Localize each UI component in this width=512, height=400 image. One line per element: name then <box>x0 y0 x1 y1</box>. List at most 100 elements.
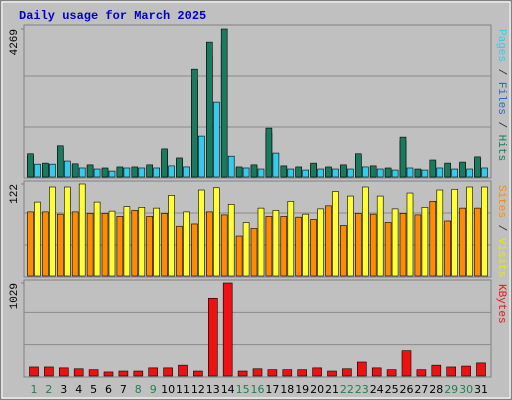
bar <box>325 205 332 277</box>
bar <box>421 169 429 178</box>
bar <box>71 163 79 178</box>
bar <box>252 368 263 377</box>
bar <box>193 370 203 377</box>
x-tick-label: 6 <box>105 383 112 396</box>
bar <box>451 188 459 277</box>
bar <box>436 189 444 277</box>
x-tick-label: 26 <box>400 383 414 396</box>
bar <box>146 216 153 277</box>
bar <box>71 211 79 277</box>
bar <box>101 167 109 178</box>
bar <box>86 164 94 178</box>
bar <box>347 168 354 178</box>
x-tick-label: 21 <box>325 383 339 396</box>
bar <box>401 350 412 377</box>
bar <box>295 166 303 178</box>
legend-entry: KBytes <box>495 284 507 324</box>
bar <box>414 214 422 277</box>
bar <box>108 170 116 178</box>
bar <box>123 206 131 277</box>
x-tick-label: 22 <box>340 383 354 396</box>
bar <box>347 195 354 277</box>
legend: Pages / Files / Hits <box>495 29 507 161</box>
bar <box>376 168 384 178</box>
bar <box>49 163 56 178</box>
bar <box>178 364 188 377</box>
bar <box>429 159 437 178</box>
bar <box>198 189 205 277</box>
x-tick-label: 31 <box>474 383 488 396</box>
bar <box>176 157 183 178</box>
bar <box>272 210 280 277</box>
bar <box>34 163 41 178</box>
bar <box>257 207 265 277</box>
bar <box>64 186 71 277</box>
bar <box>361 166 369 178</box>
bar <box>342 368 352 377</box>
bar <box>391 169 399 178</box>
bar <box>133 370 144 377</box>
bar <box>476 362 486 377</box>
bar <box>474 207 481 277</box>
bar <box>161 148 168 178</box>
bar <box>146 164 153 178</box>
bar <box>148 367 158 377</box>
bar <box>317 208 324 277</box>
bar <box>287 168 295 178</box>
bar <box>451 168 459 178</box>
legend-entry: Pages <box>495 29 507 62</box>
bar <box>235 235 243 277</box>
bar <box>257 168 265 178</box>
bar <box>237 370 248 377</box>
bar <box>78 167 86 178</box>
x-tick-label: 10 <box>161 383 175 396</box>
bar <box>444 220 452 277</box>
x-tick-label: 18 <box>280 383 294 396</box>
bar <box>414 168 422 178</box>
bar <box>265 127 273 178</box>
bar <box>310 219 317 277</box>
bar <box>386 369 397 377</box>
bar <box>93 168 101 178</box>
bar <box>332 168 339 178</box>
bar <box>340 164 347 178</box>
bar <box>58 367 69 377</box>
x-tick-label: 16 <box>251 383 265 396</box>
x-tick-label: 19 <box>295 383 309 396</box>
legend-entry: Hits <box>495 135 507 161</box>
x-tick-label: 20 <box>310 383 324 396</box>
bar <box>88 369 99 377</box>
legend-entry: Sites <box>495 185 507 218</box>
x-tick-label: 27 <box>414 383 428 396</box>
bar <box>108 210 116 277</box>
x-tick-label: 23 <box>355 383 369 396</box>
panel <box>23 24 492 179</box>
bar <box>431 364 442 377</box>
bar <box>49 186 56 277</box>
bar <box>183 166 190 178</box>
bar <box>116 166 124 178</box>
bar <box>44 366 54 377</box>
bar <box>176 225 183 277</box>
x-tick-label: 11 <box>176 383 190 396</box>
bar <box>302 169 310 178</box>
bar <box>340 225 347 277</box>
bar <box>222 282 233 377</box>
legend-separator: / <box>495 115 507 135</box>
bar <box>356 361 367 377</box>
bar <box>369 213 377 277</box>
bar <box>42 211 49 277</box>
x-tick-label: 15 <box>236 383 250 396</box>
bar <box>481 186 488 277</box>
bar <box>474 156 481 178</box>
bar <box>206 211 213 277</box>
x-tick-label: 13 <box>206 383 220 396</box>
x-tick-label: 17 <box>265 383 279 396</box>
panel <box>23 279 492 378</box>
legend: KBytes <box>495 284 507 324</box>
bar <box>27 153 34 178</box>
y-tick-label: 1029 <box>9 283 21 309</box>
y-tick-label: 4269 <box>9 29 21 55</box>
